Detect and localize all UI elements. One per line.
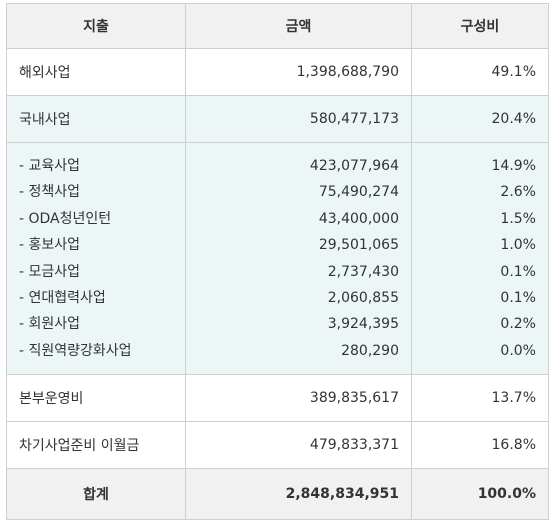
total-ratio: 100.0% (411, 468, 549, 521)
sub-ratios-cell: 14.9% 2.6% 1.5% 1.0% 0.1% 0.1% 0.2% 0.0% (411, 141, 549, 376)
expense-table-container: 지출 금액 구성비 해외사업 1,398,688,790 49.1% 국내사업 … (6, 3, 549, 521)
sub-item-label: - 홍보사업 (19, 237, 81, 254)
sub-item-label: - 연대협력사업 (19, 289, 106, 306)
sub-item-label: - 모금사업 (19, 263, 81, 280)
sub-amounts-cell: 423,077,964 75,490,274 43,400,000 29,501… (185, 141, 412, 376)
sub-item-label: - 교육사업 (19, 158, 81, 174)
table-header-row: 지출 금액 구성비 (6, 3, 549, 49)
sub-item-amount: 75,490,274 (318, 184, 399, 201)
table-row: 본부운영비 389,835,617 13.7% (6, 374, 549, 423)
sub-item-amount: 280,290 (341, 342, 399, 359)
row-label: 국내사업 (6, 95, 186, 143)
total-label: 합계 (6, 468, 186, 521)
header-ratio: 구성비 (411, 3, 549, 49)
header-amount: 금액 (185, 3, 412, 49)
sub-item-amount: 3,924,395 (327, 316, 399, 333)
row-ratio: 13.7% (411, 374, 549, 423)
sub-item-ratio: 0.0% (500, 342, 536, 359)
sub-item-ratio: 0.2% (500, 316, 536, 333)
row-label: 차기사업준비 이월금 (6, 421, 186, 470)
sub-item-ratio: 0.1% (500, 263, 536, 280)
sub-item-amount: 423,077,964 (309, 158, 399, 174)
row-ratio: 49.1% (411, 48, 549, 96)
table-row: 차기사업준비 이월금 479,833,371 16.8% (6, 421, 549, 470)
sub-item-label: - 직원역량강화사업 (19, 342, 132, 359)
row-ratio: 16.8% (411, 421, 549, 470)
row-ratio: 20.4% (411, 95, 549, 143)
row-amount: 580,477,173 (185, 95, 412, 143)
row-amount: 389,835,617 (185, 374, 412, 423)
row-label: 해외사업 (6, 48, 186, 96)
sub-item-amount: 2,737,430 (327, 263, 399, 280)
sub-item-ratio: 2.6% (500, 184, 536, 201)
expense-table: 지출 금액 구성비 해외사업 1,398,688,790 49.1% 국내사업 … (6, 3, 549, 521)
sub-item-amount: 43,400,000 (318, 210, 399, 227)
sub-items-group: - 교육사업 - 정책사업 - ODA청년인턴 - 홍보사업 - 모금사업 - … (6, 141, 549, 376)
sub-item-ratio: 0.1% (500, 289, 536, 306)
total-row: 합계 2,848,834,951 100.0% (6, 468, 549, 521)
row-amount: 479,833,371 (185, 421, 412, 470)
sub-item-ratio: 1.5% (500, 210, 536, 227)
sub-item-ratio: 1.0% (500, 237, 536, 254)
row-amount: 1,398,688,790 (185, 48, 412, 96)
sub-item-label: - 정책사업 (19, 184, 81, 201)
sub-item-amount: 2,060,855 (327, 289, 399, 306)
header-expense: 지출 (6, 3, 186, 49)
total-amount: 2,848,834,951 (185, 468, 412, 521)
sub-item-label: - ODA청년인턴 (19, 210, 112, 227)
sub-item-label: - 회원사업 (19, 316, 81, 333)
table-row: 국내사업 580,477,173 20.4% (6, 95, 549, 143)
row-label: 본부운영비 (6, 374, 186, 423)
table-row: 해외사업 1,398,688,790 49.1% (6, 48, 549, 96)
sub-labels-cell: - 교육사업 - 정책사업 - ODA청년인턴 - 홍보사업 - 모금사업 - … (6, 141, 186, 376)
sub-item-ratio: 14.9% (491, 158, 536, 174)
sub-item-amount: 29,501,065 (318, 237, 399, 254)
